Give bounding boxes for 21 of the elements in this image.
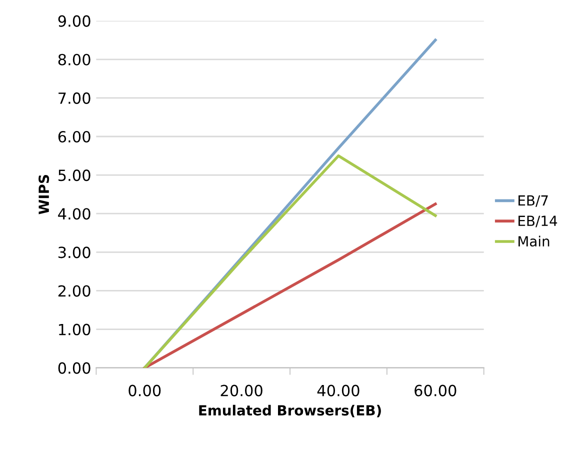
y-tick-label: 3.00: [58, 246, 90, 258]
legend-label: EB/14: [518, 216, 558, 228]
y-tick-label: 5.00: [58, 170, 90, 182]
y-tick-label: 4.00: [58, 208, 90, 220]
legend-label: EB/7: [518, 195, 548, 207]
line-series: [143, 202, 437, 368]
x-tick-label: 40.00: [317, 384, 360, 396]
x-tick-label: 0.00: [128, 384, 161, 396]
y-tick-label: 6.00: [58, 130, 90, 143]
y-tick-label: 2.00: [58, 285, 90, 297]
line-series: [143, 154, 437, 368]
y-tick-label: 0.00: [58, 362, 90, 374]
y-tick-label: 8.00: [58, 54, 90, 66]
y-tick-label: 1.00: [58, 324, 90, 336]
x-axis-title: Emulated Browsers(EB): [199, 404, 381, 418]
y-tick-label: 7.00: [58, 92, 90, 104]
y-tick-label: 9.00: [58, 15, 90, 27]
x-tick-label: 60.00: [414, 384, 456, 396]
x-tick-label: 20.00: [220, 384, 262, 396]
legend-label: Main: [518, 236, 550, 247]
y-axis-title: WIPS: [38, 175, 50, 214]
